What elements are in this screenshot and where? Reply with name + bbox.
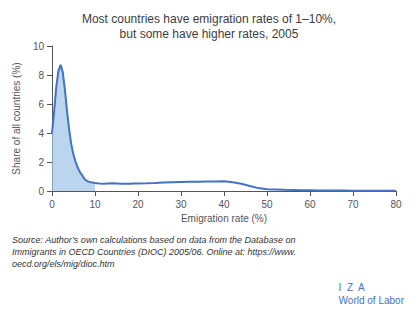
svg-text:Most countries have emigration: Most countries have emigration rates of … <box>82 12 336 26</box>
svg-text:0: 0 <box>49 199 55 210</box>
svg-text:but some have higher rates, 20: but some have higher rates, 2005 <box>120 27 299 41</box>
svg-text:I Z A: I Z A <box>339 282 365 293</box>
svg-text:4: 4 <box>38 128 44 139</box>
svg-text:20: 20 <box>132 199 144 210</box>
svg-text:80: 80 <box>390 199 402 210</box>
svg-text:10: 10 <box>89 199 101 210</box>
svg-text:50: 50 <box>261 199 273 210</box>
svg-text:40: 40 <box>218 199 230 210</box>
svg-text:2: 2 <box>38 157 44 168</box>
svg-text:10: 10 <box>33 41 45 52</box>
svg-text:Source: Author’s own calculati: Source: Author’s own calculations based … <box>12 235 296 245</box>
svg-text:World of Labor: World of Labor <box>339 295 405 306</box>
svg-text:6: 6 <box>38 99 44 110</box>
svg-text:Emigration rate (%): Emigration rate (%) <box>181 213 267 224</box>
svg-text:0: 0 <box>38 186 44 197</box>
svg-text:oecd.org/els/mig/dioc.htm: oecd.org/els/mig/dioc.htm <box>12 259 115 269</box>
svg-text:70: 70 <box>347 199 359 210</box>
svg-text:30: 30 <box>175 199 187 210</box>
svg-text:60: 60 <box>304 199 316 210</box>
svg-text:Share of all countries (%): Share of all countries (%) <box>11 62 22 174</box>
svg-text:Immigrants in OECD Countries (: Immigrants in OECD Countries (DIOC) 2005… <box>12 247 296 257</box>
svg-text:8: 8 <box>38 70 44 81</box>
